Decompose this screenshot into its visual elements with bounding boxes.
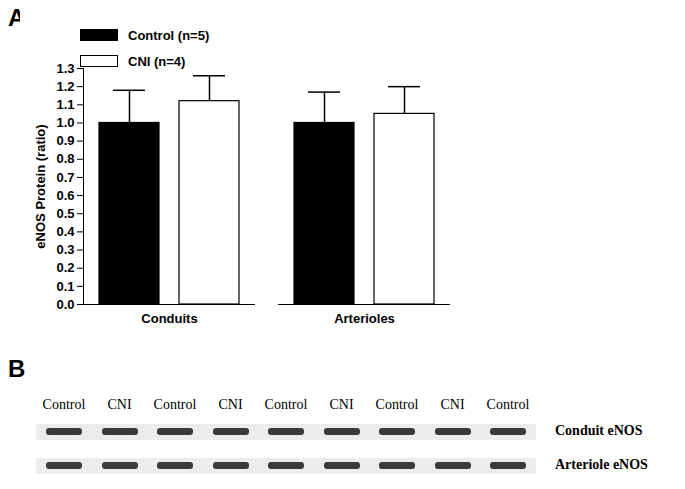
html-text:Control: Control — [42, 397, 86, 412]
svg-text:0.1: 0.1 — [56, 279, 74, 294]
html-text:Arteriole eNOS: Arteriole eNOS — [555, 457, 648, 472]
svg-text:0.9: 0.9 — [56, 133, 74, 148]
svg-text:eNOS Protein (ratio): eNOS Protein (ratio) — [33, 124, 48, 248]
svg-text:0.2: 0.2 — [56, 260, 74, 275]
svg-text:0.5: 0.5 — [56, 206, 74, 221]
svg-text:0.6: 0.6 — [56, 188, 74, 203]
html-text:CNI: CNI — [329, 397, 354, 412]
html-text:CNI: CNI — [218, 397, 243, 412]
svg-text:0.0: 0.0 — [56, 297, 74, 312]
svg-text:0.3: 0.3 — [56, 242, 74, 257]
svg-text:1.0: 1.0 — [56, 115, 74, 130]
html-text:B: B — [8, 355, 26, 382]
html-text:Control: Control — [486, 397, 530, 412]
html-text:Control: Control — [153, 397, 197, 412]
html-text:Control: Control — [375, 397, 419, 412]
html-text:CNI: CNI — [440, 397, 465, 412]
html-text:Control: Control — [264, 397, 308, 412]
html-text:CNI: CNI — [107, 397, 132, 412]
svg-text:Arterioles: Arterioles — [334, 311, 395, 326]
svg-text:0.7: 0.7 — [56, 170, 74, 185]
html-text:A: A — [8, 4, 26, 31]
svg-text:1.2: 1.2 — [56, 79, 74, 94]
svg-text:0.8: 0.8 — [56, 151, 74, 166]
html-text:Conduit eNOS: Conduit eNOS — [555, 423, 643, 438]
svg-text:Conduits: Conduits — [141, 311, 197, 326]
svg-text:1.3: 1.3 — [56, 61, 74, 76]
svg-text:0.4: 0.4 — [56, 224, 75, 239]
html-text:CNI (n=4): CNI (n=4) — [128, 53, 186, 69]
svg-text:1.1: 1.1 — [56, 97, 74, 112]
html-text:Control (n=5): Control (n=5) — [128, 27, 210, 43]
